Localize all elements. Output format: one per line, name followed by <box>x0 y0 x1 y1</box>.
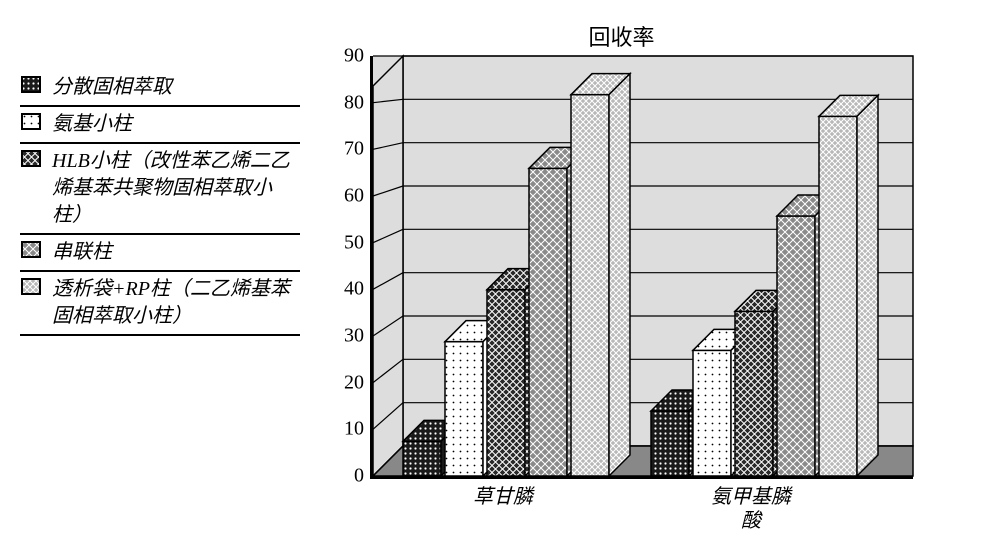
legend-row: 分散固相萃取 <box>20 70 300 106</box>
legend-label: HLB小柱（改性苯乙烯二乙烯基苯共聚物固相萃取小柱） <box>48 143 300 234</box>
legend-label: 串联柱 <box>48 234 300 271</box>
bar <box>735 311 773 476</box>
legend-swatch <box>21 278 41 296</box>
legend-row: 透析袋+RP柱（二乙烯基苯固相萃取小柱） <box>20 271 300 335</box>
legend-swatch <box>21 113 41 131</box>
legend-label: 氨基小柱 <box>48 106 300 143</box>
y-tick: 20 <box>344 371 364 394</box>
bar <box>693 350 731 476</box>
bar <box>571 95 609 476</box>
y-tick: 60 <box>344 185 364 208</box>
bar <box>487 290 525 476</box>
bar <box>529 168 567 476</box>
y-tick: 0 <box>354 465 364 488</box>
x-tick-label: 氨甲基膦 酸 <box>648 479 854 533</box>
bar <box>651 411 689 476</box>
y-tick: 10 <box>344 418 364 441</box>
y-axis-ticks: 0102030405060708090 <box>330 56 370 476</box>
bar <box>403 441 441 476</box>
legend: 分散固相萃取氨基小柱HLB小柱（改性苯乙烯二乙烯基苯共聚物固相萃取小柱）串联柱透… <box>20 70 300 336</box>
legend-label: 透析袋+RP柱（二乙烯基苯固相萃取小柱） <box>48 271 300 335</box>
legend-row: HLB小柱（改性苯乙烯二乙烯基苯共聚物固相萃取小柱） <box>20 143 300 234</box>
legend-swatch <box>21 76 41 94</box>
chart: 回收率 0 10 20 30 40 50 60 70 80 90 草甘膦氨甲基膦 酸 <box>330 20 913 533</box>
y-tick: 70 <box>344 138 364 161</box>
legend-row: 氨基小柱 <box>20 106 300 143</box>
x-tick-label: 草甘膦 <box>400 479 606 533</box>
legend-swatch <box>21 241 41 259</box>
x-axis-labels: 草甘膦氨甲基膦 酸 <box>370 479 910 533</box>
bar <box>777 216 815 476</box>
bar <box>445 342 483 476</box>
y-tick: 50 <box>344 231 364 254</box>
plot-area <box>370 56 913 479</box>
y-tick: 80 <box>344 91 364 114</box>
legend-row: 串联柱 <box>20 234 300 271</box>
y-tick: 40 <box>344 278 364 301</box>
legend-swatch <box>21 150 41 168</box>
chart-title: 回收率 <box>330 20 913 52</box>
chart-bars <box>373 56 913 476</box>
legend-label: 分散固相萃取 <box>48 70 300 106</box>
y-tick: 30 <box>344 325 364 348</box>
y-tick: 90 <box>344 45 364 68</box>
bar <box>819 116 857 476</box>
